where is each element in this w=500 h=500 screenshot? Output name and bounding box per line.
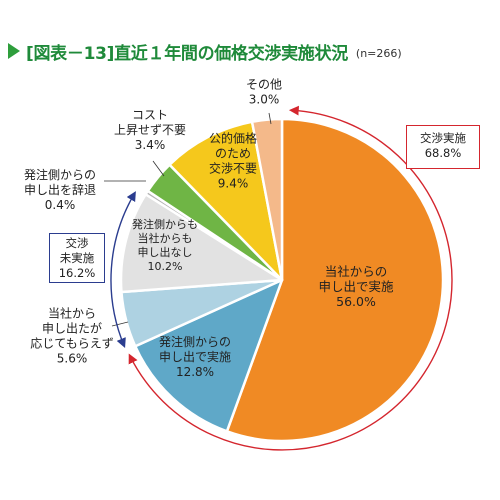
slice-label: 発注側からの申し出を辞退 0.4% (24, 167, 96, 212)
chart-title: [図表－13]直近１年間の価格交渉実施状況 (26, 43, 348, 64)
slice-label: 発注側からも当社からも申し出なし 10.2% (132, 217, 198, 273)
group-name-mijisshi-line2: 未実施 (59, 251, 95, 265)
slice-value-label: 3.0% (249, 93, 280, 107)
slice-name-line: 応じてもらえず (30, 337, 113, 351)
leader-line (111, 321, 129, 327)
slice-name-line: 発注側からの (159, 334, 231, 349)
slice-name-line: コスト (132, 108, 168, 122)
slice-value-label: 5.6% (57, 352, 88, 366)
slice-name-line: 当社からの (325, 264, 388, 279)
slice-name-line: 発注側からの (24, 167, 96, 182)
slice-name-line: その他 (246, 78, 282, 92)
slice-label: コスト上昇せず不要 3.4% (114, 108, 186, 152)
group-value-jisshi: 68.8% (424, 146, 462, 160)
slice-name-line: 当社から (48, 306, 96, 321)
slice-name-line: 公的価格 (209, 131, 257, 146)
group-arrow-mijisshi (110, 191, 136, 349)
slice-value-label: 9.4% (218, 177, 249, 191)
pie-slices (119, 117, 445, 443)
slice-name-line: 発注側からも (132, 217, 198, 231)
group-name-jisshi: 交渉実施 (420, 131, 466, 145)
slice-name-line: 申し出たが (42, 321, 102, 336)
group-arrow-jisshi (128, 105, 453, 451)
slice-label: 当社から申し出たが応じてもらえず 5.6% (30, 306, 113, 366)
group-name-mijisshi-line1: 交渉 (65, 236, 89, 250)
group-box-jisshi: 交渉実施 68.8% (406, 125, 480, 169)
slice-labels: 当社からの申し出で実施 56.0%発注側からの申し出で実施 12.8%当社から申し出… (24, 78, 394, 380)
slice-value-label: 12.8% (176, 365, 214, 379)
slice-value-label: 10.2% (148, 260, 183, 273)
slice-name-line: 申し出を辞退 (24, 182, 96, 197)
slice-label: 発注側からの申し出で実施 12.8% (159, 334, 231, 379)
slice-label: 公的価格のため交渉不要 9.4% (209, 131, 257, 191)
group-value-mijisshi: 16.2% (58, 266, 96, 280)
sample-size: (n=266) (355, 46, 402, 60)
slice-value-label: 3.4% (135, 138, 166, 152)
slice-name-line: 申し出で実施 (159, 349, 231, 364)
slice-name-line: 上昇せず不要 (114, 123, 186, 137)
slice-value-label: 56.0% (336, 294, 376, 309)
slice-name-line: 当社からも (138, 231, 193, 245)
leader-line (152, 160, 165, 177)
slice-label: 当社からの申し出で実施 56.0% (318, 264, 394, 309)
group-arrows (110, 105, 453, 451)
slice-value-label: 0.4% (45, 198, 76, 212)
chart-title-row: [図表－13]直近１年間の価格交渉実施状況 (n=266) (8, 38, 402, 64)
slice-name-line: 交渉不要 (209, 161, 257, 176)
slice-name-line: 申し出で実施 (318, 279, 394, 294)
slice-name-line: 申し出なし (138, 245, 193, 259)
title-triangle-icon (8, 43, 20, 59)
slice-name-line: のため (215, 147, 251, 161)
group-box-mijisshi: 交渉 未実施 16.2% (49, 233, 105, 283)
slice-label: その他 3.0% (246, 78, 282, 107)
